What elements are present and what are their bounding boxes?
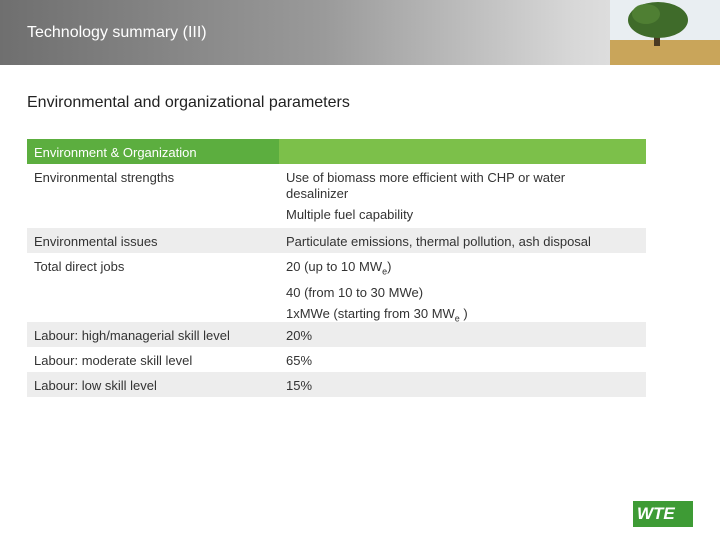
row-value: 15%	[279, 372, 646, 397]
subtitle: Environmental and organizational paramet…	[27, 94, 350, 111]
value-line: 20%	[286, 328, 313, 343]
text: 1xMWe (starting from 30 MW	[286, 305, 455, 321]
value-line: 1xMWe (starting from 30 MWe )	[286, 306, 616, 327]
tree-image	[610, 0, 720, 65]
table-row: Labour: moderate skill level 65%	[27, 347, 646, 372]
table-row: Labour: low skill level 15%	[27, 372, 646, 397]
header-bar: Technology summary (III)	[0, 0, 720, 65]
row-value: 20 (up to 10 MWe) 40 (from 10 to 30 MWe) 1…	[279, 253, 646, 323]
text: 20 (up to 10 MW	[286, 259, 383, 274]
row-value: Particulate emissions, thermal pollution…	[279, 228, 646, 253]
row-label: Labour: high/managerial skill level	[34, 328, 230, 343]
header-cell	[279, 139, 646, 164]
table-header: Environment & Organization	[27, 139, 646, 164]
value-line: 20 (up to 10 MWe)	[286, 259, 616, 280]
slide-title: Technology summary (III)	[27, 24, 207, 41]
table-row: Environmental issues Particulate emission…	[27, 228, 646, 253]
row-label: Environmental issues	[34, 234, 158, 249]
row-label: Labour: low skill level	[34, 378, 157, 393]
value-line: 65%	[286, 353, 313, 368]
value-line: Multiple fuel capability	[286, 207, 414, 222]
value-line: Particulate emissions, thermal pollution…	[286, 234, 591, 249]
subscript: e	[382, 266, 388, 277]
row-label: Environmental strengths	[34, 170, 175, 185]
header-cell: Environment & Organization	[27, 139, 279, 164]
value-line: 40 (from 10 to 30 MWe)	[286, 284, 424, 300]
table-row: Labour: high/managerial skill level 20%	[27, 322, 646, 347]
row-label: Total direct jobs	[34, 259, 125, 274]
table-row: Total direct jobs 20 (up to 10 MWe) 40 (fr…	[27, 253, 646, 323]
table: Environment & Organization Environmental…	[27, 139, 646, 397]
text: )	[387, 259, 392, 274]
text: )	[459, 305, 468, 321]
value-line: 15%	[286, 378, 313, 393]
value-line: Use of biomass more efficient with CHP o…	[286, 170, 566, 201]
row-value: Use of biomass more efficient with CHP o…	[279, 164, 646, 228]
row-value: 65%	[279, 347, 646, 372]
logo: WTE	[633, 501, 693, 527]
subscript: e	[454, 313, 460, 324]
table-row: Environmental strengths Use of biomass mo…	[27, 164, 646, 228]
row-value: 20%	[279, 322, 646, 347]
row-label: Labour: moderate skill level	[34, 353, 193, 368]
